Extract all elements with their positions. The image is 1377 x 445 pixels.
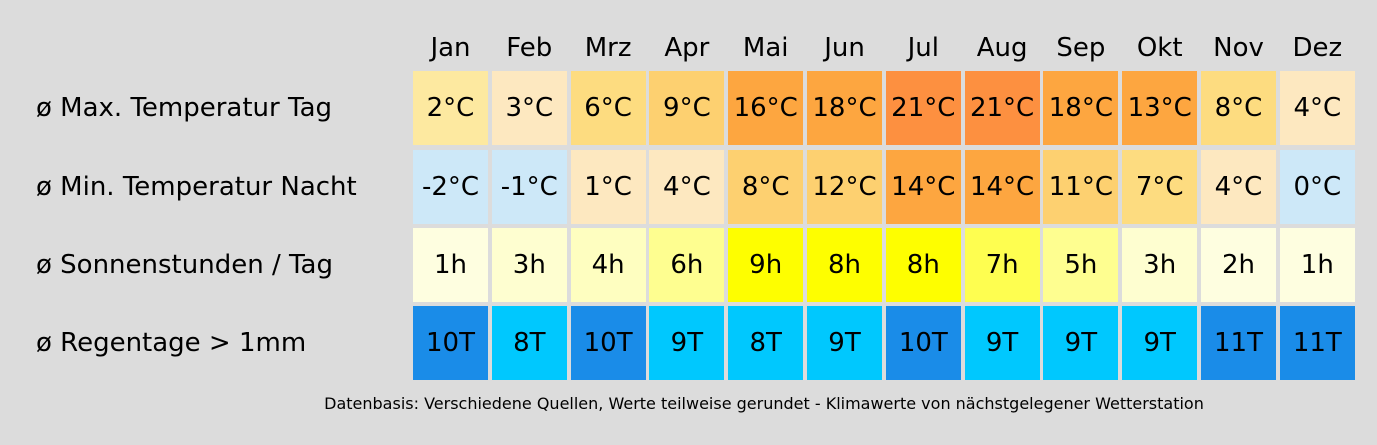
cell-sun-aug: 7h	[964, 228, 1040, 302]
cell-rain-jun: 9T	[807, 306, 882, 380]
cell-sun-sep: 5h	[1043, 228, 1119, 302]
cell-rain-mrz: 10T	[570, 306, 646, 380]
cell-rain-dez: 11T	[1279, 306, 1355, 380]
cell-sun-dez: 1h	[1279, 228, 1355, 302]
cell-max-temp-dez: 4°C	[1279, 71, 1355, 145]
cell-sun-okt: 3h	[1122, 228, 1198, 302]
month-header-okt: Okt	[1136, 33, 1183, 63]
cell-max-temp-feb: 3°C	[491, 71, 567, 145]
cell-rain-jan: 10T	[413, 306, 488, 380]
month-header-dez: Dez	[1292, 33, 1343, 63]
cell-sun-nov: 2h	[1201, 228, 1276, 302]
cell-rain-jul: 10T	[885, 306, 961, 380]
cell-min-temp-mai: 8°C	[728, 150, 804, 224]
footnote: Datenbasis: Verschiedene Quellen, Werte …	[324, 394, 1204, 413]
month-header-sep: Sep	[1056, 33, 1106, 63]
cell-max-temp-mrz: 6°C	[570, 71, 646, 145]
row-label-max-temp: ø Max. Temperatur Tag	[36, 93, 333, 123]
cell-max-temp-jun: 18°C	[807, 71, 882, 145]
cell-rain-sep: 9T	[1043, 306, 1119, 380]
month-header-feb: Feb	[506, 33, 553, 63]
cell-min-temp-jun: 12°C	[807, 150, 882, 224]
cell-min-temp-jan: -2°C	[413, 150, 488, 224]
cell-sun-mai: 9h	[728, 228, 804, 302]
month-header-mrz: Mrz	[584, 33, 632, 63]
cell-max-temp-jan: 2°C	[413, 71, 488, 145]
cell-min-temp-dez: 0°C	[1279, 150, 1355, 224]
cell-min-temp-apr: 4°C	[649, 150, 725, 224]
cell-sun-mrz: 4h	[570, 228, 646, 302]
cell-max-temp-okt: 13°C	[1122, 71, 1198, 145]
row-label-sun: ø Sonnenstunden / Tag	[36, 250, 333, 280]
cell-min-temp-aug: 14°C	[964, 150, 1040, 224]
cell-max-temp-aug: 21°C	[964, 71, 1040, 145]
cell-rain-mai: 8T	[728, 306, 804, 380]
cell-rain-nov: 11T	[1201, 306, 1276, 380]
cell-rain-apr: 9T	[649, 306, 725, 380]
month-header-apr: Apr	[664, 33, 710, 63]
cell-sun-jan: 1h	[413, 228, 488, 302]
cell-min-temp-okt: 7°C	[1122, 150, 1198, 224]
cell-sun-jun: 8h	[807, 228, 882, 302]
cell-min-temp-feb: -1°C	[491, 150, 567, 224]
month-header-jan: Jan	[430, 33, 471, 63]
cell-sun-feb: 3h	[491, 228, 567, 302]
cell-rain-okt: 9T	[1122, 306, 1198, 380]
cell-rain-aug: 9T	[964, 306, 1040, 380]
cell-sun-jul: 8h	[885, 228, 961, 302]
row-label-rain: ø Regentage > 1mm	[36, 328, 307, 358]
month-header-nov: Nov	[1213, 33, 1264, 63]
month-header-mai: Mai	[742, 33, 789, 63]
cell-max-temp-nov: 8°C	[1201, 71, 1276, 145]
cell-sun-apr: 6h	[649, 228, 725, 302]
cell-max-temp-mai: 16°C	[728, 71, 804, 145]
cell-max-temp-jul: 21°C	[885, 71, 961, 145]
cell-min-temp-mrz: 1°C	[570, 150, 646, 224]
cell-min-temp-sep: 11°C	[1043, 150, 1119, 224]
cell-min-temp-jul: 14°C	[885, 150, 961, 224]
cell-min-temp-nov: 4°C	[1201, 150, 1276, 224]
cell-max-temp-sep: 18°C	[1043, 71, 1119, 145]
month-header-aug: Aug	[976, 33, 1028, 63]
row-label-min-temp: ø Min. Temperatur Nacht	[36, 172, 357, 202]
cell-rain-feb: 8T	[491, 306, 567, 380]
cell-max-temp-apr: 9°C	[649, 71, 725, 145]
month-header-jun: Jun	[824, 33, 865, 63]
month-header-jul: Jul	[907, 33, 939, 63]
